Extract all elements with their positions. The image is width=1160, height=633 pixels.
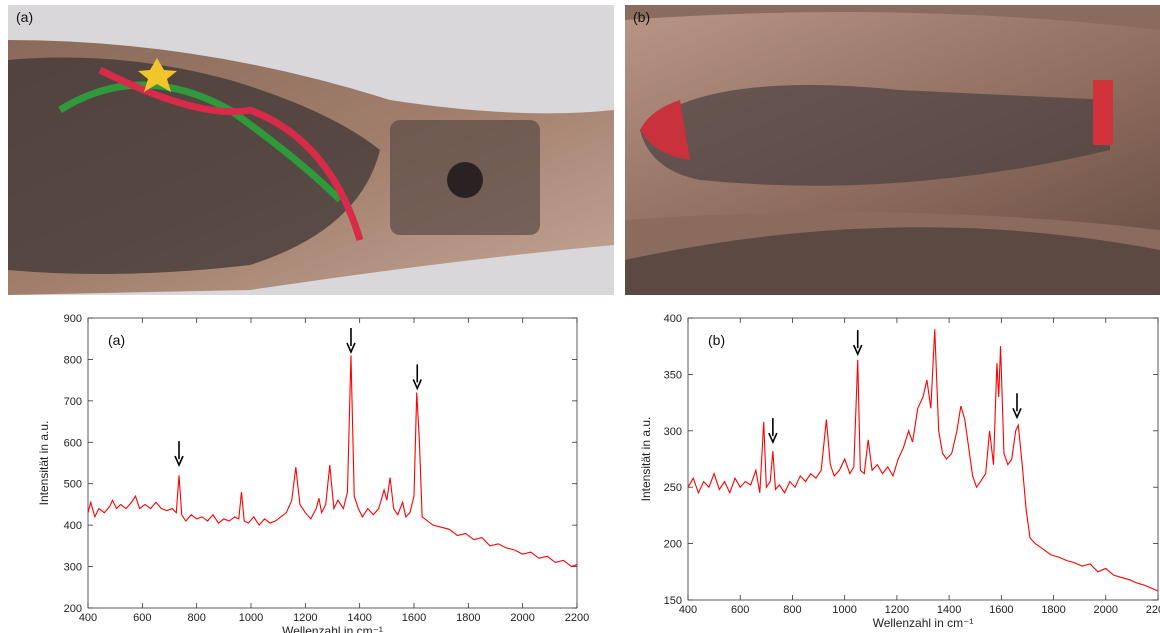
- y-axis-label: Intensität in a.u.: [37, 421, 51, 506]
- x-tick-label: 400: [79, 612, 97, 624]
- y-axis-label: Intensität in a.u.: [639, 417, 653, 502]
- x-tick-label: 1800: [456, 612, 480, 624]
- y-tick-label: 400: [64, 520, 82, 532]
- x-tick-label: 1600: [402, 612, 426, 624]
- tattoo-red-band: [1093, 80, 1113, 145]
- y-tick-label: 500: [64, 479, 82, 491]
- y-tick-label: 300: [64, 562, 82, 574]
- x-tick-label: 2000: [1094, 604, 1118, 616]
- tattoo-skull: [447, 162, 483, 198]
- x-tick-label: 1000: [239, 612, 263, 624]
- x-tick-label: 1200: [293, 612, 317, 624]
- photo-b: (b): [625, 5, 1160, 295]
- x-tick-label: 800: [187, 612, 205, 624]
- plot-area: [88, 318, 577, 608]
- y-tick-label: 700: [64, 396, 82, 408]
- x-tick-label: 600: [133, 612, 151, 624]
- x-tick-label: 1000: [832, 604, 856, 616]
- x-tick-label: 1400: [347, 612, 371, 624]
- photo-label: (b): [633, 9, 650, 25]
- x-tick-label: 600: [731, 604, 749, 616]
- page: {"photos": [{"label": "(a)"}, {"label": …: [0, 0, 1160, 633]
- x-tick-label: 400: [679, 604, 697, 616]
- photo-label: (a): [16, 9, 33, 25]
- x-tick-label: 1600: [989, 604, 1013, 616]
- x-tick-label: 1800: [1041, 604, 1065, 616]
- y-tick-label: 600: [64, 437, 82, 449]
- y-tick-label: 300: [664, 426, 682, 438]
- x-axis-label: Wellenzahl in cm⁻¹: [282, 624, 383, 633]
- x-tick-label: 2200: [565, 612, 589, 624]
- x-tick-label: 2000: [510, 612, 534, 624]
- panel-label: (a): [108, 332, 125, 348]
- x-tick-label: 2200: [1146, 604, 1160, 616]
- plot-area: [688, 318, 1158, 600]
- figure: (a) (b) 200 300 400 500 600 700 800 900 400 600 80…: [0, 0, 1160, 633]
- y-tick-label: 900: [64, 313, 82, 325]
- y-tick-label: 350: [664, 369, 682, 381]
- x-tick-label: 1400: [937, 604, 961, 616]
- y-tick-label: 800: [64, 354, 82, 366]
- x-tick-label: 800: [783, 604, 801, 616]
- y-tick-label: 250: [664, 482, 682, 494]
- y-tick-label: 200: [664, 539, 682, 551]
- x-tick-label: 1200: [885, 604, 909, 616]
- y-tick-label: 400: [664, 313, 682, 325]
- panel-label: (b): [708, 332, 725, 348]
- x-axis-label: Wellenzahl in cm⁻¹: [873, 616, 974, 630]
- photo-a: (a): [8, 5, 614, 295]
